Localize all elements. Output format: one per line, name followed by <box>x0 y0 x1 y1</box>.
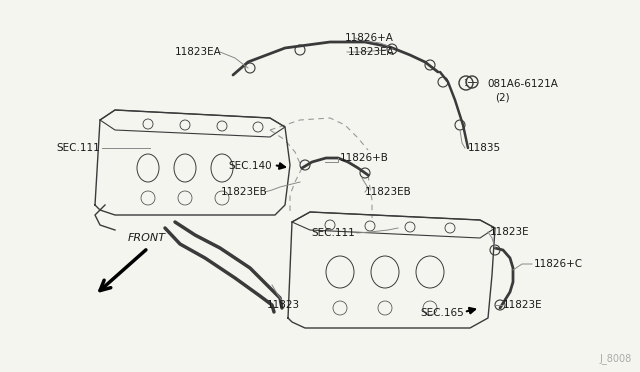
Text: 11823E: 11823E <box>503 300 543 310</box>
Text: 1: 1 <box>463 78 468 87</box>
Text: 11823EB: 11823EB <box>365 187 412 197</box>
Text: SEC.111: SEC.111 <box>311 228 355 238</box>
Text: 081A6-6121A: 081A6-6121A <box>487 79 558 89</box>
Text: 11826+B: 11826+B <box>340 153 389 163</box>
Text: SEC.140: SEC.140 <box>228 161 272 171</box>
Text: 11826+A: 11826+A <box>345 33 394 43</box>
Text: 11823EA: 11823EA <box>175 47 222 57</box>
Text: (2): (2) <box>495 92 509 102</box>
Text: 11826+C: 11826+C <box>534 259 583 269</box>
Text: 11823E: 11823E <box>490 227 530 237</box>
Text: J_8008: J_8008 <box>600 353 632 364</box>
Text: SEC.165: SEC.165 <box>420 308 464 318</box>
Text: 11823: 11823 <box>266 300 300 310</box>
Text: 11823EA: 11823EA <box>348 47 395 57</box>
Text: FRONT: FRONT <box>128 233 166 243</box>
Text: 11835: 11835 <box>468 143 501 153</box>
Text: SEC.111: SEC.111 <box>56 143 100 153</box>
Text: 11823EB: 11823EB <box>221 187 268 197</box>
